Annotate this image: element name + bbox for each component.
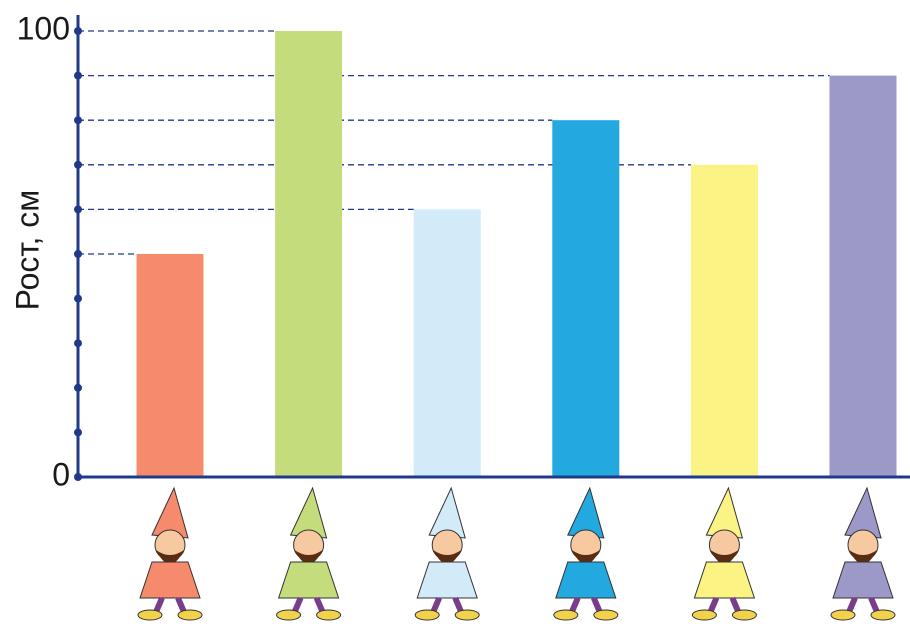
gnome-leg [291, 596, 304, 614]
y-minor-tick-dot [74, 160, 82, 169]
gnome-shoe [731, 609, 757, 621]
gnome-beard [433, 550, 462, 564]
y-axis-title: Рост, см [9, 190, 45, 311]
gnome-leg [569, 596, 581, 614]
gnome-coat [555, 561, 617, 599]
y-minor-tick-dot [74, 428, 82, 437]
y-minor-tick-dot [74, 383, 82, 392]
gnome-beard [294, 550, 323, 564]
gnome-leg [452, 596, 464, 614]
gnome-shoe [316, 609, 342, 621]
gnome-leg [313, 596, 326, 614]
y-tick-dot [74, 27, 82, 35]
y-minor-tick-dot [74, 294, 82, 303]
gnome-coat [139, 561, 201, 599]
bar [136, 254, 204, 477]
gnome-shoe [830, 609, 856, 621]
gnome-coat [277, 561, 340, 599]
gnome-beard [849, 550, 877, 564]
bar [690, 164, 758, 478]
y-tick-dot [74, 473, 82, 481]
gnome-beard [156, 550, 184, 564]
gnome-leg [868, 596, 880, 614]
bar [413, 209, 481, 477]
gnome-leg [846, 596, 858, 614]
gnome-shoe [137, 609, 163, 621]
gnome-icon [276, 486, 342, 621]
gnome-beard [571, 550, 600, 564]
gnome-leg [591, 596, 603, 614]
gnome-leg [153, 596, 165, 614]
gnome-beard [710, 550, 739, 564]
gnome-leg [707, 596, 720, 614]
gnome-coat [832, 561, 894, 599]
y-minor-tick-dot [74, 205, 82, 214]
gnome-shoe [454, 609, 480, 621]
y-tick-label: 100 [17, 10, 70, 46]
gnome-coat [416, 561, 478, 599]
gnome-icon [553, 486, 619, 621]
bar [552, 120, 620, 477]
gnome-shoe [177, 609, 203, 621]
gnome-shoe [691, 609, 717, 621]
y-tick-label: 0 [52, 456, 70, 492]
gnome-icon [137, 486, 203, 621]
y-minor-tick-dot [74, 250, 82, 258]
y-minor-tick-dot [74, 71, 82, 80]
gnome-icon [830, 486, 896, 621]
gnome-leg [729, 596, 742, 614]
gnome-shoe [276, 609, 302, 621]
gnome-leg [430, 596, 442, 614]
y-minor-tick-dot [74, 116, 82, 125]
gnome-shoe [553, 609, 579, 621]
bar [275, 31, 343, 477]
gnome-shoe [870, 609, 896, 621]
bar [829, 75, 897, 477]
gnome-shoe [414, 609, 440, 621]
gnome-icon [691, 486, 757, 621]
gnome-coat [693, 561, 756, 599]
gnome-icon [414, 486, 480, 621]
gnome-shoe [593, 609, 619, 621]
gnome-leg [175, 596, 187, 614]
y-minor-tick-dot [74, 339, 82, 348]
